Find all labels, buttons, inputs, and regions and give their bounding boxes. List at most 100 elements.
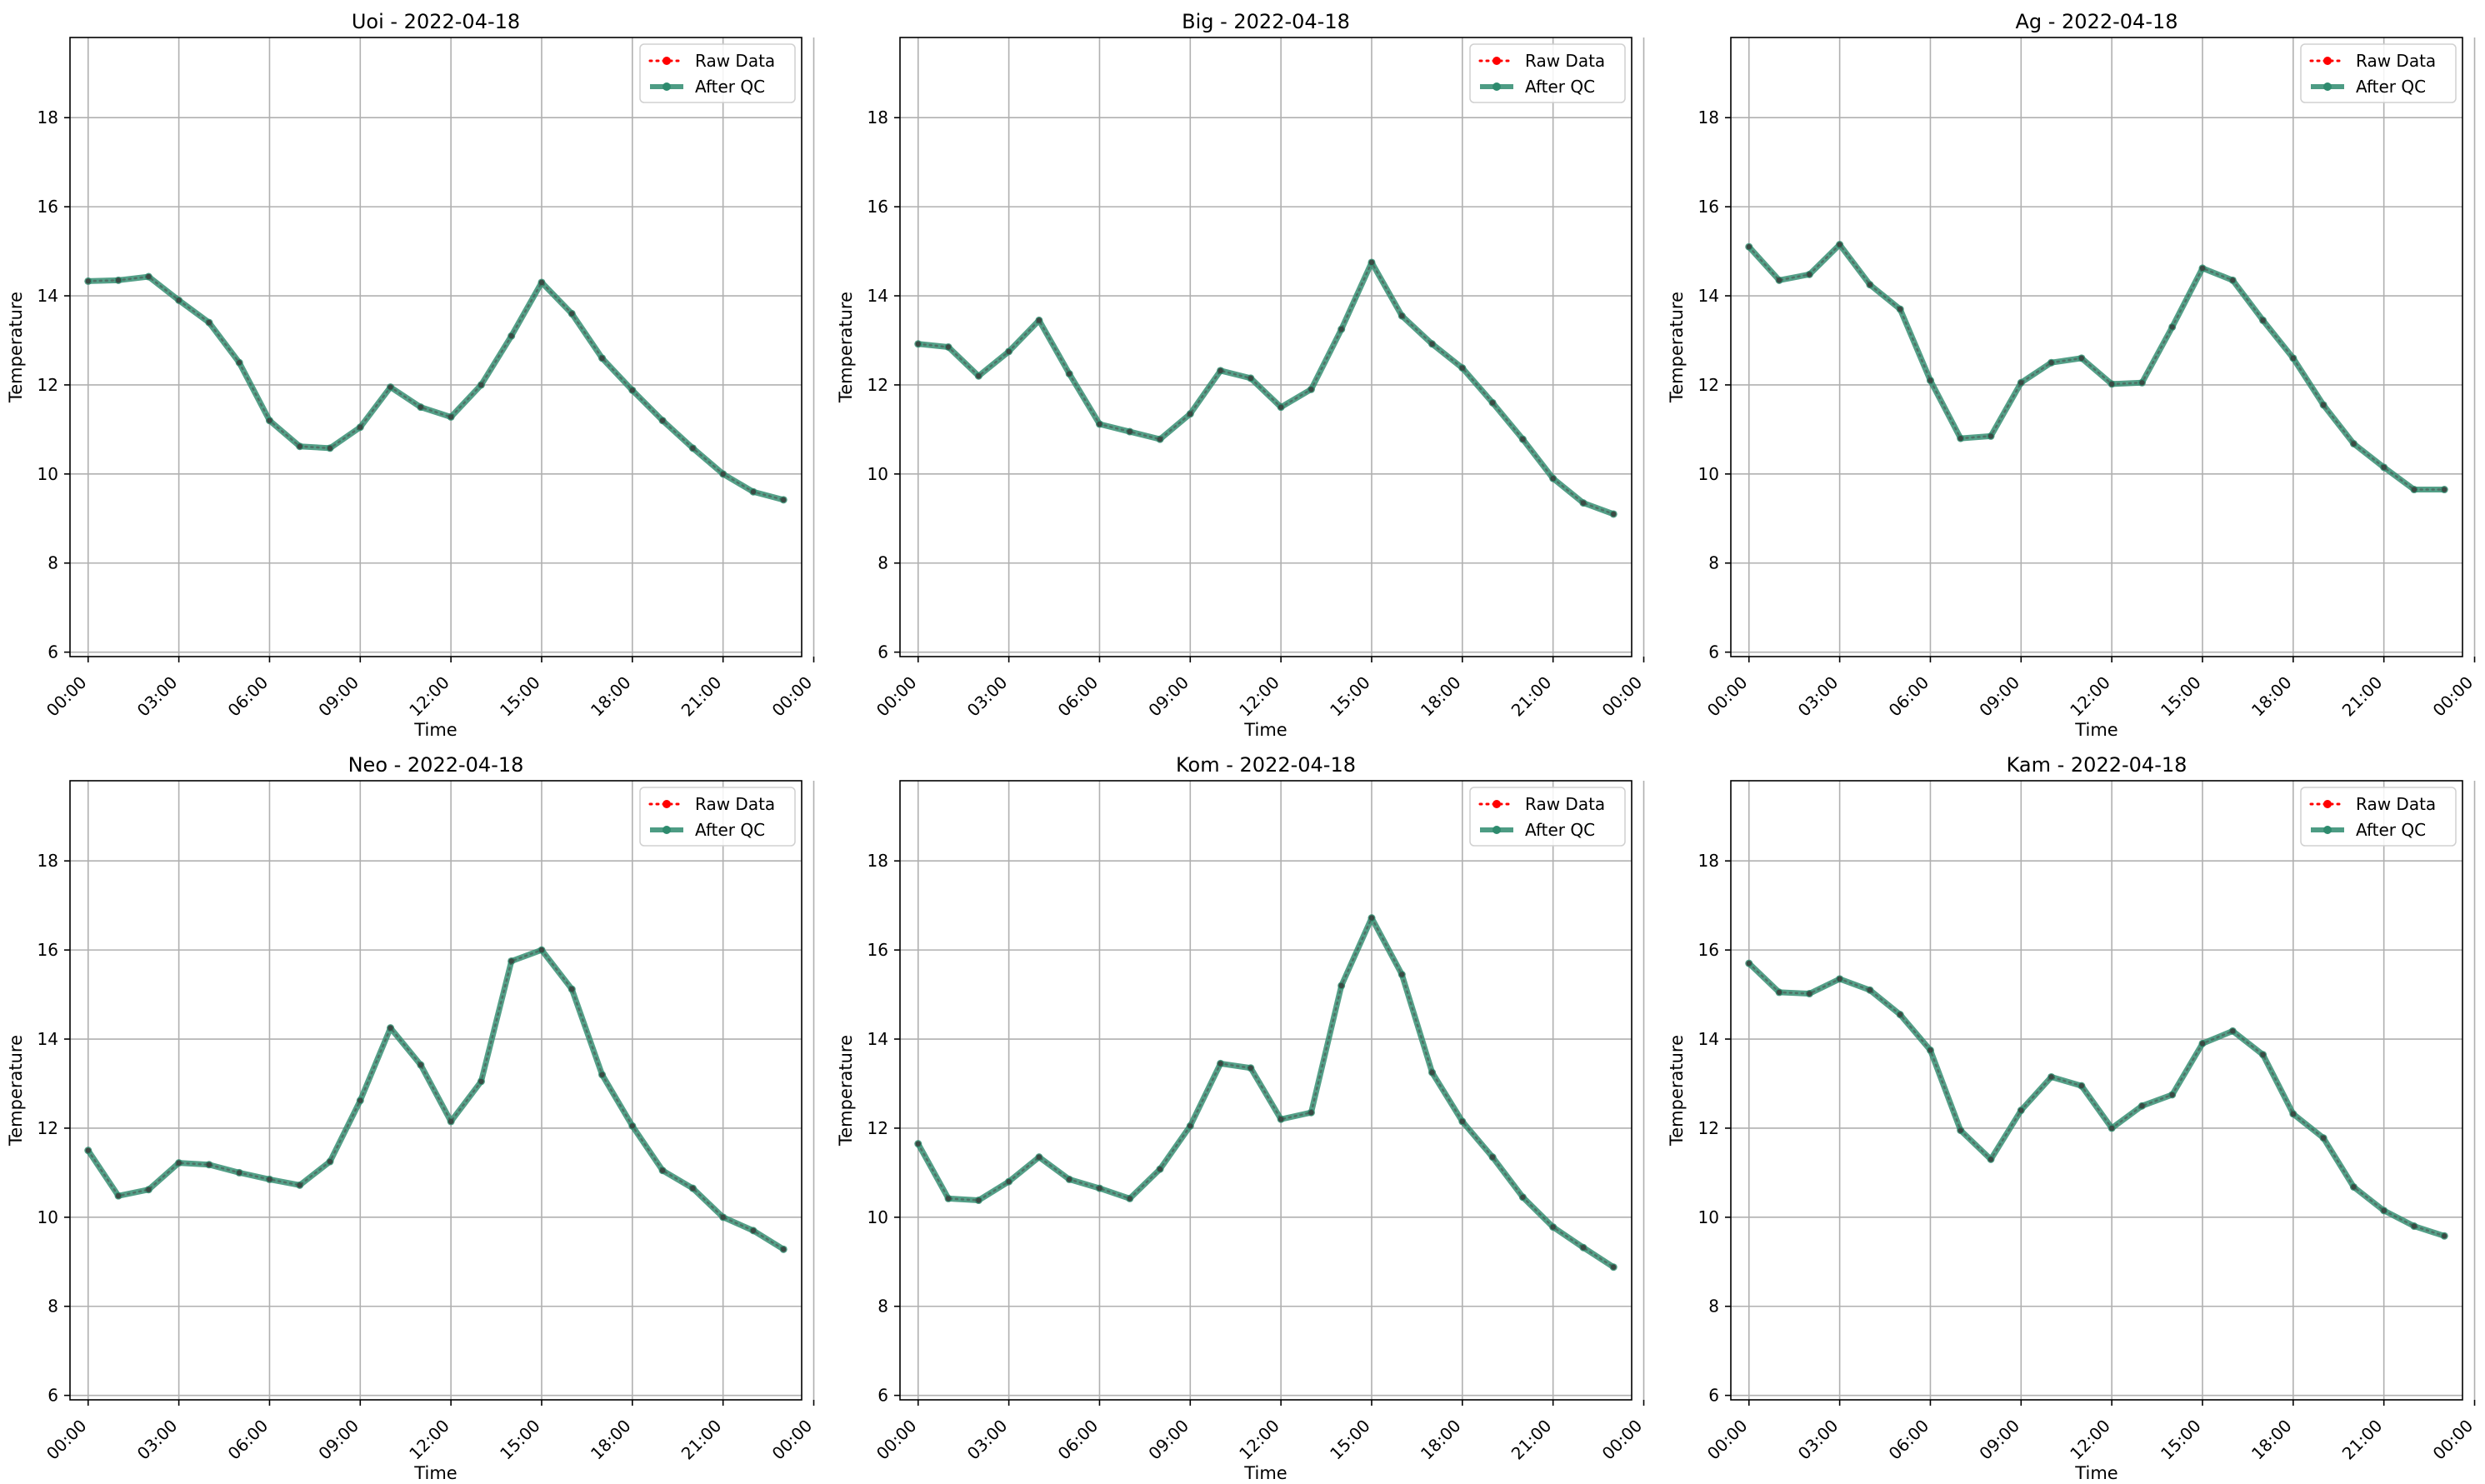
raw-data-point [659, 417, 666, 423]
x-tick-label: 06:00 [224, 672, 272, 721]
raw-data-point [418, 1062, 424, 1068]
raw-data-point [1188, 411, 1193, 417]
raw-data-point [176, 1160, 182, 1166]
plot-area [84, 272, 788, 504]
raw-data-point [85, 1147, 91, 1153]
legend-qc-marker [1492, 82, 1501, 91]
raw-data-point [690, 1185, 696, 1192]
legend-qc-label: After QC [2356, 77, 2426, 97]
x-tick-label: 03:00 [133, 672, 182, 721]
series-line-after-qc [918, 259, 1615, 517]
y-tick-label: 16 [1698, 197, 1719, 217]
subplot-title: Uoi - 2022-04-18 [352, 10, 520, 33]
x-tick-label: 21:00 [678, 672, 726, 721]
y-tick-label: 6 [878, 642, 888, 662]
series-line-after-qc [85, 947, 786, 1252]
x-tick-label: 09:00 [1975, 672, 2023, 721]
raw-data-point [1278, 1117, 1284, 1122]
raw-data-point [358, 424, 363, 430]
x-tick-label: 00:00 [1598, 672, 1647, 721]
x-axis-label: Time [1243, 1463, 1287, 1483]
raw-data-point [915, 1141, 921, 1147]
x-tick-label: 21:00 [2338, 1416, 2387, 1464]
axes-frame [69, 37, 802, 657]
x-tick-label: 18:00 [1417, 672, 1465, 721]
raw-data-point [1580, 1244, 1587, 1251]
y-tick-label: 8 [48, 553, 58, 573]
raw-data-point [478, 382, 484, 388]
raw-data-point [1308, 387, 1314, 392]
series-line-after-qc [1747, 961, 2446, 1239]
series-line-raw-data [917, 260, 1615, 516]
raw-data-point [629, 387, 636, 393]
x-tick-label: 21:00 [1508, 1416, 1556, 1464]
x-tick-label: 03:00 [133, 1416, 182, 1464]
raw-data-point [1867, 987, 1873, 993]
raw-data-point [508, 332, 514, 339]
x-axis-label: Time [413, 1463, 457, 1483]
legend-qc-label: After QC [1525, 77, 1595, 97]
x-tick-label: 12:00 [405, 1416, 453, 1464]
subplot-title: Big - 2022-04-18 [1182, 10, 1350, 33]
raw-data-point [1837, 976, 1842, 982]
x-tick-label: 03:00 [1794, 672, 1842, 721]
x-tick-label: 00:00 [1703, 672, 1752, 721]
axes-frame [1730, 37, 2463, 657]
y-tick-label: 16 [868, 940, 888, 960]
raw-data-point [781, 1247, 787, 1252]
raw-data-point [1308, 1110, 1314, 1116]
raw-data-point [388, 384, 393, 390]
raw-data-point [538, 279, 545, 286]
x-tick-label: 12:00 [405, 672, 453, 721]
raw-data-point [2320, 1135, 2327, 1141]
raw-data-point [418, 404, 424, 410]
raw-data-point [1897, 306, 1903, 312]
y-axis-label: Temperature [836, 292, 856, 403]
y-tick-label: 10 [1698, 1207, 1719, 1227]
raw-data-point [1066, 1177, 1072, 1182]
y-tick-label: 18 [38, 107, 58, 127]
raw-data-point [1520, 1194, 1526, 1200]
raw-data-point [599, 355, 605, 362]
x-tick-label: 06:00 [1885, 1416, 1933, 1464]
raw-data-point [945, 1196, 952, 1202]
y-tick-label: 10 [1698, 464, 1719, 484]
raw-data-point [659, 1167, 666, 1173]
raw-data-point [358, 1097, 363, 1103]
y-tick-label: 12 [38, 375, 58, 395]
raw-data-point [2139, 1103, 2145, 1109]
raw-data-point [1958, 1127, 1963, 1133]
y-tick-label: 12 [868, 1118, 888, 1138]
axes-frame [899, 37, 1632, 657]
y-tick-label: 6 [1708, 1386, 1719, 1406]
raw-data-point [206, 319, 212, 326]
y-tick-label: 6 [1708, 642, 1719, 662]
raw-data-point [115, 277, 122, 283]
x-tick-label: 00:00 [872, 672, 921, 721]
raw-data-point [750, 1227, 757, 1234]
x-tick-label: 00:00 [42, 1416, 91, 1464]
raw-data-point [1188, 1123, 1193, 1129]
y-tick-label: 6 [48, 642, 58, 662]
raw-data-point [2108, 381, 2115, 387]
legend-qc-marker [1492, 826, 1501, 834]
raw-data-point [236, 360, 242, 366]
raw-data-point [267, 417, 272, 423]
x-tick-label: 03:00 [963, 1416, 1012, 1464]
y-tick-label: 8 [878, 1297, 888, 1317]
raw-data-point [388, 1025, 393, 1031]
raw-data-point [2442, 1233, 2448, 1239]
y-tick-label: 10 [38, 1207, 58, 1227]
x-axis-label: Time [2074, 1463, 2118, 1483]
raw-data-point [781, 497, 787, 503]
x-tick-label: 15:00 [1326, 1416, 1374, 1464]
x-axis-label: Time [1243, 720, 1287, 740]
series-line-raw-data [1748, 962, 2446, 1237]
raw-data-point [2411, 1223, 2418, 1229]
raw-data-point [2260, 317, 2266, 323]
raw-data-point [1368, 915, 1375, 921]
raw-data-point [1988, 1157, 1994, 1162]
raw-data-point [1157, 436, 1163, 442]
raw-data-point [115, 1192, 122, 1199]
raw-data-point [1746, 244, 1752, 250]
